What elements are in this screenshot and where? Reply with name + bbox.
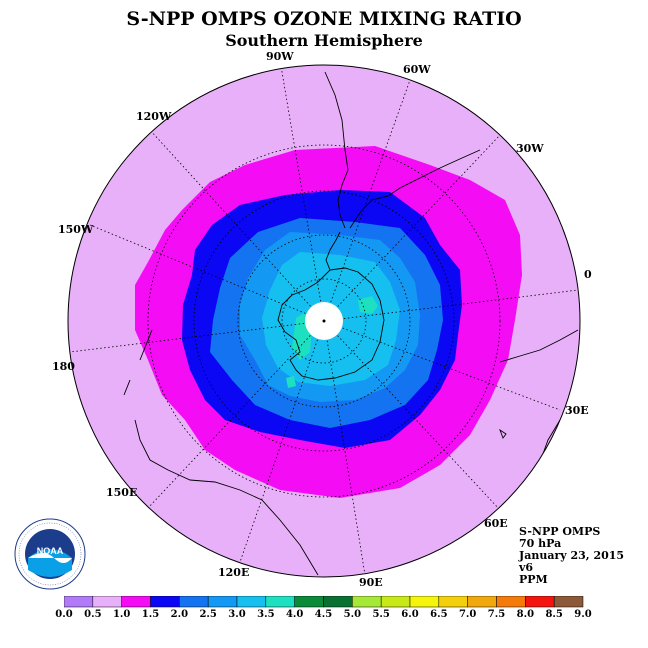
lon-label-30e: 30E [565,404,589,417]
info-date: January 23, 2015 [519,549,625,562]
colorbar-tick-label: 1.0 [112,609,131,620]
colorbar-tick-label: 7.0 [458,609,477,620]
lon-label-180: 180 [52,360,75,373]
kerguelen [499,428,507,439]
chart-subtitle: Southern Hemisphere [225,31,423,50]
colorbar-swatch-10 [352,596,382,608]
colorbar-swatch-3 [150,596,180,608]
colorbar [64,596,584,608]
colorbar-swatch-16 [525,596,555,608]
info-version: v6 [519,561,534,574]
globe-outline [67,64,581,578]
lon-label-150w: 150W [58,223,94,236]
colorbar-swatch-4 [179,596,209,608]
colorbar-swatch-14 [467,596,497,608]
colorbar-swatch-7 [265,596,295,608]
ozone-band-peak-b [358,296,378,314]
graticule [69,65,579,576]
info-units: PPM [519,573,548,586]
ozone-band-peak-c [286,376,296,388]
colorbar-swatch-15 [496,596,526,608]
colorbar-swatch-2 [121,596,151,608]
new-zealand-coast [123,329,153,396]
colorbar-swatch-5 [207,596,238,608]
colorbar-tick-label: 4.5 [314,609,333,620]
lon-label-120w: 120W [136,110,172,123]
australia-coast [134,419,319,576]
colorbar-tick-label: 6.5 [430,609,448,620]
lon-label-60e: 60E [484,517,508,530]
colorbar-tick-label: 3.0 [228,609,246,620]
info-instrument: S-NPP OMPS [519,525,601,538]
colorbar-tick-label: 0.5 [84,609,102,620]
colorbar-tick-label: 6.0 [401,609,419,620]
lon-label-60w: 60W [403,63,431,76]
colorbar-swatch-17 [553,596,584,608]
info-level: 70 hPa [519,537,562,550]
colorbar-swatch-13 [438,596,468,608]
lon-label-30w: 30W [516,142,544,155]
colorbar-tick-label: 4.0 [285,609,304,620]
antarctic-peninsula [325,231,341,271]
chart-title: S-NPP OMPS OZONE MIXING RATIO [126,8,522,30]
colorbar-swatch-9 [323,596,353,608]
colorbar-tick-label: 2.5 [199,609,217,620]
lon-label-150e: 150E [106,486,138,499]
noaa-logo: NOAA [14,518,86,590]
south-pole-marker [322,319,326,323]
colorbar-tick-label: 2.0 [170,609,189,620]
colorbar-swatch-11 [380,596,411,608]
lon-label-120e: 120E [218,566,250,579]
colorbar-tick-label: 9.0 [574,609,592,620]
colorbar-swatch-6 [236,596,267,608]
colorbar-tick-label: 8.0 [516,609,535,620]
lon-label-90e: 90E [359,576,383,589]
lon-label-0: 0 [584,268,592,281]
colorbar-tick-label: 8.5 [545,609,563,620]
colorbar-swatch-1 [92,596,122,608]
colorbar-tick-label: 5.5 [372,609,390,620]
antarctica-coast [277,267,385,381]
colorbar-swatch-0 [64,596,94,608]
south-america-coast [324,71,481,229]
colorbar-swatch-8 [294,596,324,608]
noaa-logo-text: NOAA [37,546,64,556]
colorbar-tick-label: 5.0 [343,609,362,620]
colorbar-swatch-12 [409,596,440,608]
colorbar-tick-label: 1.5 [141,609,160,620]
colorbar-tick-label: 7.5 [487,609,506,620]
lon-label-90w: 90W [266,50,294,63]
colorbar-tick-label: 0.0 [55,609,73,620]
colorbar-tick-label: 3.5 [257,609,275,620]
ozone-field [68,65,580,577]
